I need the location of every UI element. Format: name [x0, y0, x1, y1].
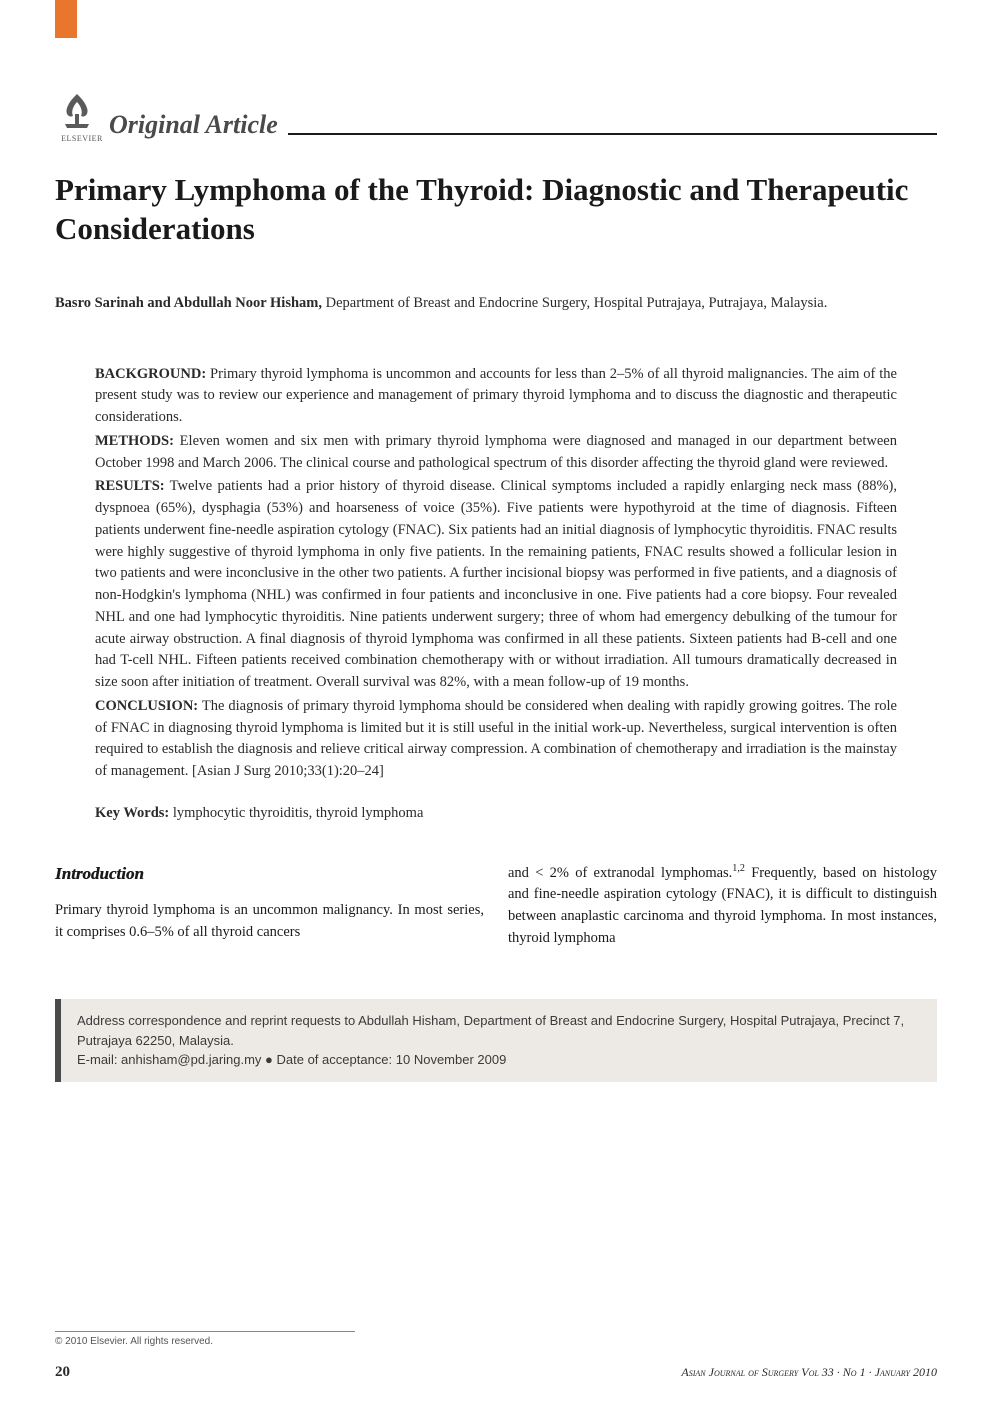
copyright-block: © 2010 Elsevier. All rights reserved.: [55, 1331, 355, 1347]
keywords-label: Key Words:: [95, 805, 169, 821]
copyright-rule: [55, 1331, 355, 1332]
abstract-methods: METHODS: Eleven women and six men with p…: [95, 431, 897, 475]
correspondence-address: Address correspondence and reprint reque…: [77, 1011, 921, 1050]
methods-text: Eleven women and six men with primary th…: [95, 433, 897, 471]
intro-right-pre: and < 2% of extranodal lymphomas.: [508, 864, 732, 880]
abstract-results: RESULTS: Twelve patients had a prior his…: [95, 476, 897, 694]
elsevier-tree-icon: [55, 88, 99, 132]
page-number: 20: [55, 1364, 70, 1381]
results-text: Twelve patients had a prior history of t…: [95, 478, 897, 690]
correspondence-box: Address correspondence and reprint reque…: [55, 999, 937, 1082]
conclusion-text: The diagnosis of primary thyroid lymphom…: [95, 698, 897, 779]
authors-line: Basro Sarinah and Abdullah Noor Hisham, …: [55, 293, 937, 314]
conclusion-label: CONCLUSION:: [95, 698, 198, 714]
accent-bar: [55, 0, 77, 38]
publisher-name: ELSEVIER: [55, 134, 109, 143]
abstract-background: BACKGROUND: Primary thyroid lymphoma is …: [95, 364, 897, 429]
header-row: ELSEVIER Original Article: [55, 88, 937, 143]
intro-text-right: and < 2% of extranodal lymphomas.1,2 Fre…: [508, 861, 937, 950]
article-type: Original Article: [109, 110, 278, 143]
copyright-text: © 2010 Elsevier. All rights reserved.: [55, 1336, 213, 1347]
publisher-logo-block: ELSEVIER: [55, 88, 109, 143]
author-affiliation: Department of Breast and Endocrine Surge…: [322, 295, 827, 311]
intro-text-left: Primary thyroid lymphoma is an uncommon …: [55, 900, 484, 944]
abstract-conclusion: CONCLUSION: The diagnosis of primary thy…: [95, 696, 897, 783]
keywords-line: Key Words: lymphocytic thyroiditis, thyr…: [95, 803, 897, 825]
abstract-block: BACKGROUND: Primary thyroid lymphoma is …: [95, 364, 897, 825]
intro-column-right: and < 2% of extranodal lymphomas.1,2 Fre…: [508, 861, 937, 950]
correspondence-email: E-mail: anhisham@pd.jaring.my ● Date of …: [77, 1050, 921, 1070]
keywords-text: lymphocytic thyroiditis, thyroid lymphom…: [169, 805, 423, 821]
intro-column-left: Introduction Primary thyroid lymphoma is…: [55, 861, 484, 950]
header-rule: [288, 133, 937, 135]
background-text: Primary thyroid lymphoma is uncommon and…: [95, 366, 897, 426]
journal-reference: Asian Journal of Surgery Vol 33 · No 1 ·…: [681, 1365, 937, 1380]
methods-label: METHODS:: [95, 433, 174, 449]
background-label: BACKGROUND:: [95, 366, 206, 382]
article-title: Primary Lymphoma of the Thyroid: Diagnos…: [55, 171, 937, 249]
citation-superscript: 1,2: [732, 863, 745, 874]
author-names: Basro Sarinah and Abdullah Noor Hisham,: [55, 295, 322, 311]
results-label: RESULTS:: [95, 478, 165, 494]
intro-section: Introduction Primary thyroid lymphoma is…: [55, 861, 937, 950]
page-footer: 20 Asian Journal of Surgery Vol 33 · No …: [55, 1364, 937, 1381]
intro-heading: Introduction: [55, 861, 484, 887]
